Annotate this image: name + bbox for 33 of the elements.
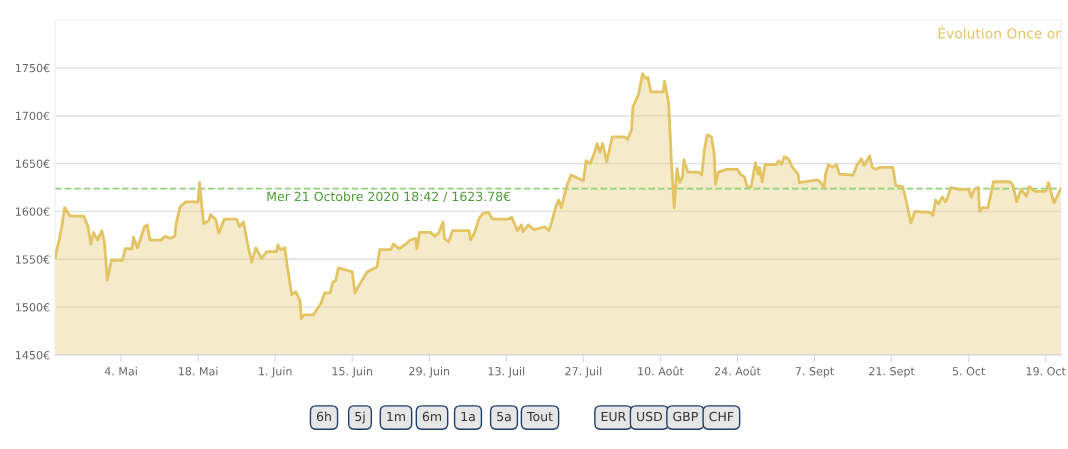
text: CHF bbox=[709, 411, 734, 422]
text: USD bbox=[637, 411, 662, 422]
text: Tout bbox=[526, 411, 553, 422]
text: 5j bbox=[355, 411, 365, 424]
x-tick-label: 1. Juin bbox=[259, 366, 292, 378]
x-tick-label: 21. Sept bbox=[869, 367, 915, 378]
y-tick-label: 1450€ bbox=[16, 350, 50, 360]
text: 5a bbox=[497, 411, 511, 422]
y-tick-label: 1750€ bbox=[16, 63, 50, 73]
x-tick-label: 29. Juin bbox=[409, 366, 450, 378]
y-tick-label: 1700€ bbox=[16, 111, 50, 121]
x-tick-label: 18. Mai bbox=[178, 366, 218, 376]
x-tick-label: 24. Août bbox=[714, 366, 761, 376]
x-tick-label: 15. Juin bbox=[332, 366, 373, 378]
text: 1m bbox=[387, 411, 405, 422]
y-tick-label: 1650€ bbox=[16, 159, 50, 168]
y-tick-label: 1600€ bbox=[16, 207, 50, 216]
y-tick-label: 1500€ bbox=[16, 303, 50, 312]
x-tick-label: 19. Oct bbox=[1026, 367, 1066, 376]
text: EUR bbox=[601, 411, 626, 422]
x-tick-label: 7. Sept bbox=[795, 367, 834, 378]
x-tick-label: 27. Juil bbox=[565, 366, 602, 378]
text: 6h bbox=[316, 411, 331, 422]
ref-line-label: Mer 21 Octobre 2020 18:42 / 1623.78€ bbox=[267, 191, 511, 203]
x-tick-label: 10. Août bbox=[638, 366, 684, 376]
chart-title: Évolution Once or bbox=[938, 25, 1061, 39]
x-tick-label: 4. Mai bbox=[104, 366, 137, 376]
text: 1a bbox=[461, 411, 475, 422]
text: GBP bbox=[673, 411, 698, 422]
y-tick-label: 1550€ bbox=[16, 255, 50, 264]
x-tick-label: 13. Juil bbox=[488, 366, 525, 378]
x-tick-label: 5. Oct bbox=[952, 367, 986, 376]
text: 6m bbox=[422, 411, 441, 422]
